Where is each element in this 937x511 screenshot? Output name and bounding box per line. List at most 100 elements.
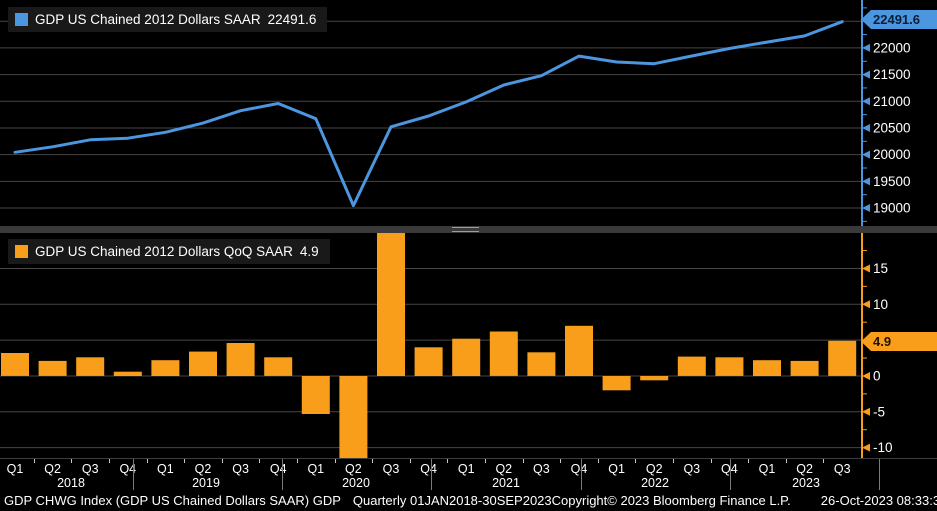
y-axis-tick-label: 20500: [873, 120, 911, 135]
ticker-description: GDP CHWG Index (GDP US Chained Dollars S…: [4, 493, 341, 508]
divider-grip-handle[interactable]: [452, 227, 479, 232]
qoq-bar-q1-2018[interactable]: [1, 353, 29, 376]
x-year-label: 2021: [492, 476, 520, 490]
gdp-line-chart: 22000 21500 21000 20500 20000 19500 19000: [0, 0, 911, 228]
x-quarter-tick: [823, 459, 825, 463]
x-quarter-label: Q3: [533, 462, 550, 476]
qoq-bar-q4-2022[interactable]: [715, 357, 744, 376]
x-quarter-tick: [560, 459, 562, 463]
tick-arrow-icon: [862, 150, 870, 159]
qoq-bar-q4-2018[interactable]: [113, 371, 142, 376]
x-axis: Q1 Q2 Q3 Q4 Q1 Q2 Q3 Q4 Q1 Q2 Q3 Q4 Q1 Q2 Q3 Q4 Q1 Q2 Q3 Q4…: [0, 458, 937, 490]
y-axis-tick-label: 22000: [873, 40, 911, 55]
x-quarter-label: Q3: [232, 462, 249, 476]
qoq-bar-q4-2020[interactable]: [414, 347, 443, 376]
tick-arrow-icon: [862, 97, 870, 106]
x-quarter-label: Q4: [570, 462, 588, 476]
y-axis-tick-label: 15: [873, 261, 888, 276]
bar-last-value: 4.9: [873, 334, 892, 349]
qoq-bar-q1-2022[interactable]: [602, 376, 631, 391]
qoq-bar-q4-2019[interactable]: [264, 357, 293, 376]
gdp-level-panel: 22000 21500 21000 20500 20000 19500 19000 GDP …: [0, 0, 937, 228]
year-separator-line: [879, 459, 880, 490]
x-quarter-label: Q2: [44, 462, 61, 476]
x-quarter-label: Q2: [645, 462, 663, 476]
qoq-bar-q3-2019[interactable]: [226, 343, 255, 376]
x-quarter-label: Q1: [307, 462, 325, 476]
x-quarter-tick: [710, 459, 712, 463]
x-quarter-label: Q2: [796, 462, 813, 476]
panel-divider: [0, 226, 937, 233]
tick-arrow-icon: [862, 300, 870, 309]
x-quarter-tick: [409, 459, 411, 463]
x-quarter-tick: [334, 459, 336, 463]
x-year-label: 2018: [57, 476, 85, 490]
tick-arrow-icon: [862, 43, 870, 52]
line-legend-swatch-icon: [15, 13, 28, 26]
qoq-bar-q3-2018[interactable]: [76, 357, 105, 376]
year-separator-line: [730, 459, 731, 490]
qoq-bar-q1-2023[interactable]: [753, 360, 781, 376]
x-quarter-tick: [33, 459, 35, 463]
copyright-text: Copyright© 2023 Bloomberg Finance L.P.: [551, 493, 791, 508]
x-quarter-tick: [221, 459, 223, 463]
qoq-bar-q1-2021[interactable]: [452, 338, 481, 376]
y-axis-tick-label: 10: [873, 297, 888, 312]
x-quarter-label: Q2: [345, 462, 362, 476]
x-quarter-tick: [184, 459, 186, 463]
x-quarter-label: Q2: [495, 462, 513, 476]
qoq-bar-q3-2021[interactable]: [527, 352, 556, 376]
qoq-bar-q2-2023[interactable]: [790, 360, 819, 376]
x-quarter-tick: [109, 459, 110, 463]
tick-arrow-icon: [862, 204, 870, 213]
qoq-bar-q2-2020[interactable]: [339, 376, 368, 458]
tick-arrow-icon: [862, 264, 870, 273]
qoq-bar-q1-2020[interactable]: [301, 376, 330, 414]
qoq-bar-q3-2020[interactable]: [377, 233, 405, 376]
qoq-bar-q2-2021[interactable]: [489, 331, 518, 376]
line-last-value: 22491.6: [873, 12, 920, 27]
qoq-bar-q2-2019[interactable]: [189, 351, 217, 376]
qoq-bar-q2-2018[interactable]: [38, 360, 67, 376]
tick-arrow-icon: [862, 177, 870, 186]
x-quarter-tick: [748, 459, 750, 463]
x-quarter-tick: [259, 459, 261, 463]
x-quarter-label: Q3: [81, 462, 99, 476]
tick-arrow-icon: [862, 70, 870, 79]
y-axis-tick-label: 19500: [873, 174, 911, 189]
tick-arrow-icon: [862, 407, 870, 416]
tick-arrow-icon: [862, 371, 870, 380]
y-axis-tick-label: 21000: [873, 94, 911, 109]
x-quarter-tick: [673, 459, 674, 463]
bar-last-value-badge: 4.9: [861, 332, 937, 351]
gdp-bar-chart: 15 10 0 -5 -10: [0, 233, 893, 458]
bar-legend[interactable]: GDP US Chained 2012 Dollars QoQ SAAR 4.9: [8, 239, 330, 264]
y-axis-tick-label: 21500: [873, 67, 911, 82]
x-quarter-label: Q3: [683, 462, 701, 476]
qoq-bar-q1-2019[interactable]: [151, 360, 180, 376]
status-bar: GDP CHWG Index (GDP US Chained Dollars S…: [0, 490, 937, 511]
qoq-bar-q3-2022[interactable]: [677, 356, 706, 376]
year-separator-line: [581, 459, 582, 490]
x-quarter-label: Q2: [194, 462, 212, 476]
gdp-qoq-panel: 15 10 0 -5 -10 GDP US Chained 2012 Dollars Q…: [0, 233, 937, 458]
x-quarter-label: Q4: [721, 462, 738, 476]
x-quarter-tick: [146, 459, 148, 463]
year-separator-line: [133, 459, 134, 490]
qoq-bar-q2-2022[interactable]: [640, 376, 669, 381]
x-quarter-label: Q1: [608, 462, 625, 476]
x-quarter-tick: [597, 459, 599, 463]
x-quarter-tick: [635, 459, 637, 463]
qoq-bar-q4-2021[interactable]: [565, 325, 593, 376]
x-quarter-label: Q4: [269, 462, 287, 476]
qoq-bar-q3-2023[interactable]: [828, 340, 857, 376]
line-legend[interactable]: GDP US Chained 2012 Dollars SAAR 22491.6: [8, 7, 328, 32]
gdp-saar-line-series[interactable]: [13, 20, 844, 208]
bar-legend-swatch-icon: [15, 245, 28, 258]
timestamp: 26-Oct-2023 08:33:33: [820, 493, 937, 508]
tick-arrow-icon: [862, 443, 870, 452]
y-axis-tick-label: -10: [873, 440, 893, 455]
x-quarter-tick: [522, 459, 524, 463]
y-axis-tick-label: 20000: [873, 147, 911, 162]
